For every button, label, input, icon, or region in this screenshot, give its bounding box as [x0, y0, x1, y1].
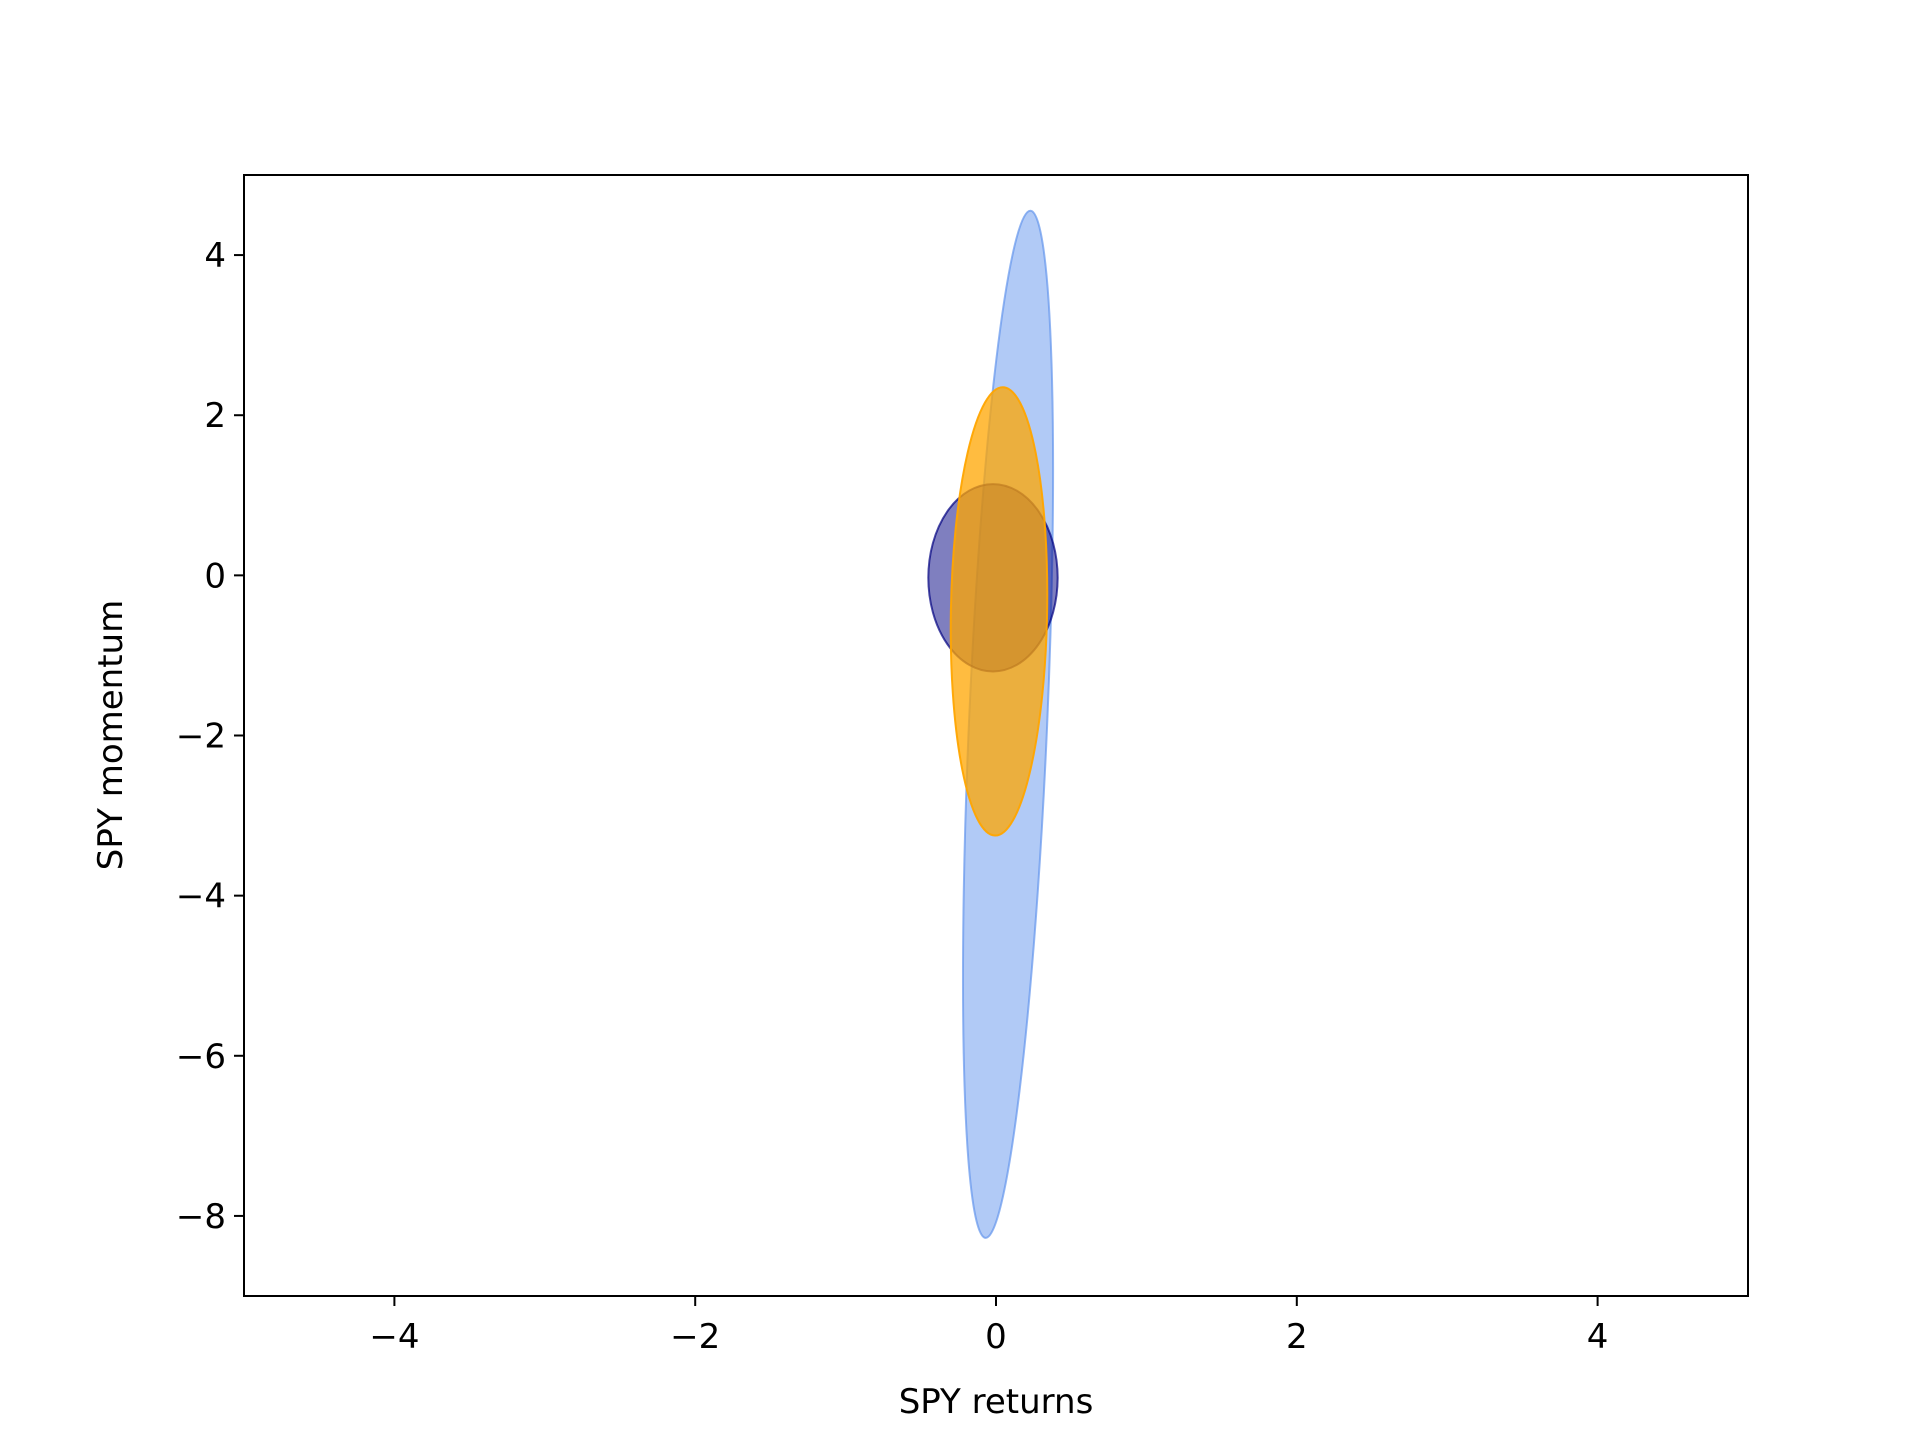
- x-tick-label: 4: [1587, 1317, 1609, 1357]
- y-tick-label: −6: [176, 1037, 226, 1077]
- x-axis-label: SPY returns: [899, 1382, 1094, 1422]
- ellipse-layer: [927, 209, 1059, 1239]
- y-tick-label: 4: [204, 236, 226, 276]
- y-tick-label: 0: [204, 556, 226, 596]
- y-tick-label: −4: [176, 877, 226, 917]
- x-tick-label: 2: [1286, 1317, 1308, 1357]
- y-axis-label: SPY momentum: [91, 600, 131, 870]
- plot-area: [243, 174, 1749, 1297]
- y-tick-label: −2: [176, 717, 226, 757]
- x-tick-label: −4: [369, 1317, 419, 1357]
- ellipse-3: [949, 386, 1049, 837]
- y-tick-label: −8: [176, 1197, 226, 1237]
- x-axis-ticks: −4 −2 0 2 4: [369, 1296, 1608, 1357]
- y-tick-label: 2: [204, 396, 226, 436]
- x-tick-label: 0: [985, 1317, 1007, 1357]
- x-tick-label: −2: [670, 1317, 720, 1357]
- y-axis-ticks: −8 −6 −4 −2 0 2 4: [176, 236, 244, 1237]
